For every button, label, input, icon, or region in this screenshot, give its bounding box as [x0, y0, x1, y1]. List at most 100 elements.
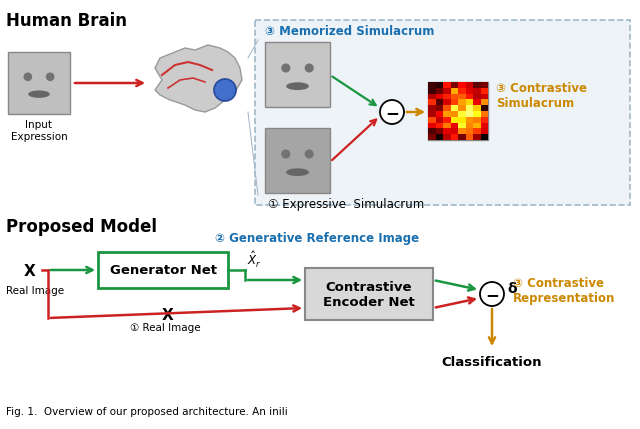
Text: X: X [24, 263, 36, 278]
Bar [443, 128, 451, 134]
Bar [428, 88, 435, 94]
Circle shape [214, 79, 236, 101]
Bar [435, 88, 443, 94]
Bar [443, 105, 451, 111]
Bar [465, 117, 473, 123]
Bar [443, 123, 451, 128]
Text: Classification: Classification [442, 356, 542, 369]
Polygon shape [155, 45, 242, 112]
Bar [451, 111, 458, 117]
Bar [481, 88, 488, 94]
Circle shape [380, 100, 404, 124]
Bar [443, 117, 451, 123]
Bar [451, 88, 458, 94]
Bar [473, 82, 481, 88]
Bar [435, 100, 443, 105]
Circle shape [305, 63, 314, 73]
Bar [305, 268, 433, 320]
Circle shape [281, 149, 291, 159]
Bar [473, 111, 481, 117]
Bar [428, 94, 435, 100]
Bar [465, 128, 473, 134]
Text: Fig. 1.  Overview of our proposed architecture. An inili: Fig. 1. Overview of our proposed archite… [6, 407, 288, 417]
Bar [435, 128, 443, 134]
Bar [435, 123, 443, 128]
Bar [458, 94, 465, 100]
Bar [435, 111, 443, 117]
Circle shape [24, 73, 32, 81]
Bar [428, 134, 435, 140]
Text: Generator Net: Generator Net [109, 265, 216, 278]
Bar [435, 82, 443, 88]
Text: ① Expressive  Simulacrum: ① Expressive Simulacrum [268, 198, 424, 211]
Text: δ: δ [507, 282, 516, 296]
Bar [465, 134, 473, 140]
Ellipse shape [286, 168, 309, 176]
Bar [443, 94, 451, 100]
Bar [458, 134, 465, 140]
Bar [481, 100, 488, 105]
Bar [481, 117, 488, 123]
Bar [473, 134, 481, 140]
Bar [465, 82, 473, 88]
Bar [451, 82, 458, 88]
Text: ③ Memorized Simulacrum: ③ Memorized Simulacrum [265, 25, 435, 38]
Bar [451, 128, 458, 134]
Bar [428, 123, 435, 128]
Bar [473, 117, 481, 123]
Circle shape [305, 149, 314, 159]
Bar [443, 100, 451, 105]
Bar [451, 100, 458, 105]
Bar [265, 128, 330, 193]
Bar [428, 82, 435, 88]
Text: −: − [485, 286, 499, 304]
Bar [428, 117, 435, 123]
Bar [481, 111, 488, 117]
Bar [481, 94, 488, 100]
Bar [458, 111, 465, 117]
Bar [451, 134, 458, 140]
Bar [473, 100, 481, 105]
Text: X: X [162, 308, 174, 323]
Bar [465, 105, 473, 111]
Bar [458, 117, 465, 123]
Bar [98, 252, 228, 288]
Bar [428, 105, 435, 111]
Bar [435, 105, 443, 111]
Text: $\hat{X}_r$: $\hat{X}_r$ [247, 250, 262, 270]
Bar [481, 128, 488, 134]
Bar [481, 105, 488, 111]
Bar [428, 100, 435, 105]
Bar [451, 105, 458, 111]
Bar [465, 111, 473, 117]
Bar [428, 128, 435, 134]
Bar [465, 88, 473, 94]
Bar [8, 52, 70, 114]
Bar [443, 134, 451, 140]
Text: Input
Expression: Input Expression [11, 120, 67, 142]
Bar [435, 94, 443, 100]
Text: ① Real Image: ① Real Image [130, 323, 200, 333]
Circle shape [46, 73, 54, 81]
Bar [458, 123, 465, 128]
Bar [443, 82, 451, 88]
Text: ② Generative Reference Image: ② Generative Reference Image [215, 232, 419, 245]
Bar [428, 82, 488, 140]
Bar [265, 42, 330, 107]
Bar [443, 88, 451, 94]
Bar [435, 134, 443, 140]
Text: ③ Contrastive
Simulacrum: ③ Contrastive Simulacrum [496, 82, 587, 110]
Bar [435, 117, 443, 123]
Circle shape [281, 63, 291, 73]
Bar [481, 123, 488, 128]
Bar [255, 20, 630, 205]
Bar [473, 123, 481, 128]
Bar [473, 128, 481, 134]
Bar [443, 111, 451, 117]
Bar [458, 88, 465, 94]
Bar [458, 128, 465, 134]
Bar [465, 94, 473, 100]
Bar [473, 105, 481, 111]
Bar [458, 100, 465, 105]
Bar [473, 88, 481, 94]
